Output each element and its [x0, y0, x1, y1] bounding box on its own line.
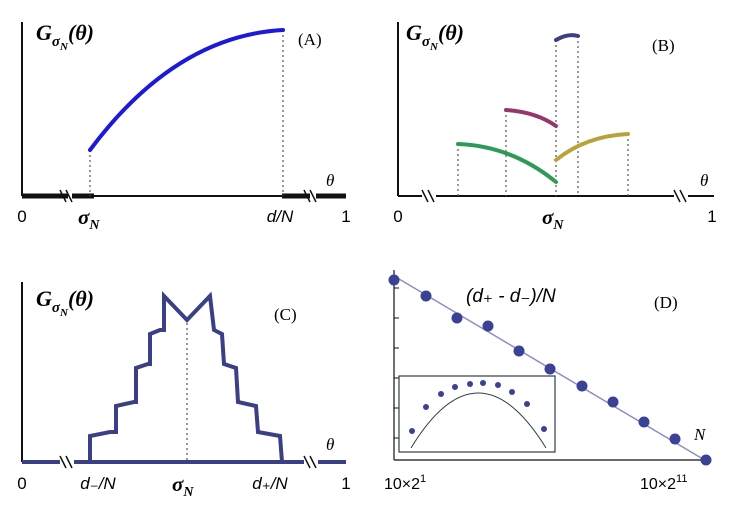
- panel-c-break-mark: [65, 455, 73, 469]
- panel-d-inset-point: [467, 381, 473, 387]
- panel-d-inset-point: [495, 382, 501, 388]
- panel-b-tick-zero: 0: [393, 207, 402, 226]
- panel-d-inset-curve: [410, 392, 547, 449]
- panel-c-break-mark: [309, 455, 317, 469]
- panel-b-curve-olive: [554, 132, 630, 162]
- panel-b-letter: (B): [652, 36, 675, 55]
- panel-c-break-mark: [303, 455, 311, 469]
- panel-b-guides: [457, 36, 629, 196]
- panel-c-theta-label: θ: [326, 435, 334, 454]
- panel-d-point: [388, 274, 400, 286]
- panel-d-inset: [398, 375, 556, 453]
- panel-b-break-mark: [673, 189, 681, 203]
- panel-d-inset-point: [541, 426, 547, 432]
- panel-d-inset-point: [423, 404, 429, 410]
- panel-b-tick-sigma: σN: [542, 205, 564, 233]
- panel-d-point: [451, 312, 463, 324]
- panel-d-point: [482, 320, 494, 332]
- panel-d-point: [669, 433, 681, 445]
- panel-a-theta-label: θ: [326, 171, 334, 190]
- panel-c-letter: (C): [274, 305, 297, 324]
- panel-d-n-label: N: [693, 425, 707, 444]
- panel-a-tick-one: 1: [341, 207, 350, 226]
- panel-d-tick-left: 10×21: [384, 473, 426, 493]
- panel-d-inset-point: [524, 401, 530, 407]
- panel-c-tick-one: 1: [341, 474, 350, 493]
- panel-a-tick-zero: 0: [17, 207, 26, 226]
- panel-d-letter: (D): [654, 293, 678, 312]
- panel-c-tick-sigma: σN: [172, 472, 194, 500]
- panel-c-tick-zero: 0: [17, 474, 26, 493]
- panel-b-tick-one: 1: [707, 207, 716, 226]
- panel-d-inset-point: [438, 391, 444, 397]
- panel-a-break-mark: [309, 189, 317, 203]
- panel-a-letter: (A): [298, 30, 322, 49]
- panel-d-formula: (d₊ - d₋)/N: [466, 286, 556, 307]
- panel-d-inset-point: [480, 380, 486, 386]
- panel-a-break-mark: [59, 189, 67, 203]
- panel-d-point: [513, 345, 525, 357]
- panel-d-inset-point: [509, 389, 515, 395]
- panel-a-curve: [88, 28, 285, 152]
- panel-a-ylabel: GσN(θ): [36, 20, 94, 53]
- panel-d-inset-points: [409, 380, 547, 434]
- panel-d-point: [607, 396, 619, 408]
- panel-c: GσN(θ) (C) θ 0 d₋/N σN d₊/N 1: [17, 282, 351, 500]
- panel-a-tick-sigma: σN: [78, 205, 100, 233]
- panel-a-break-mark: [65, 189, 73, 203]
- panel-a-break-mark: [303, 189, 311, 203]
- panel-c-step-curve: [88, 291, 284, 463]
- panel-b-curve-purple: [504, 108, 558, 128]
- panel-c-tick-dminus: d₋/N: [80, 474, 116, 493]
- panel-b-break-mark: [427, 189, 435, 203]
- panel-c-tick-dplus: d₊/N: [252, 474, 288, 493]
- panel-a-tick-dn: d/N: [267, 207, 294, 226]
- panel-d-points: [388, 274, 712, 466]
- panel-d: (d₊ - d₋)/N (D) N 10×21 10×211: [384, 270, 712, 493]
- panel-d-point: [576, 380, 588, 392]
- panel-b-curve-navy: [554, 33, 580, 42]
- panel-d-point: [544, 363, 556, 375]
- panel-b: GσN(θ) (B) θ 0 σN 1: [393, 20, 716, 233]
- panel-d-inset-point: [452, 384, 458, 390]
- panel-b-ylabel: GσN(θ): [406, 20, 464, 53]
- panel-b-break-mark: [421, 189, 429, 203]
- panel-d-inset-point: [409, 428, 415, 434]
- panel-d-point: [700, 454, 712, 466]
- panel-d-point: [638, 416, 650, 428]
- panel-b-break-mark: [679, 189, 687, 203]
- panel-c-break-mark: [59, 455, 67, 469]
- panel-d-point: [420, 290, 432, 302]
- panel-d-tick-right: 10×211: [640, 473, 687, 493]
- panel-a: GσN(θ) (A) θ 0 σN d/N 1: [17, 20, 350, 233]
- panel-c-ylabel: GσN(θ): [36, 286, 94, 319]
- panel-b-theta-label: θ: [700, 171, 708, 190]
- panel-d-y-ticks: [394, 287, 399, 439]
- panel-b-curve-green: [456, 142, 558, 184]
